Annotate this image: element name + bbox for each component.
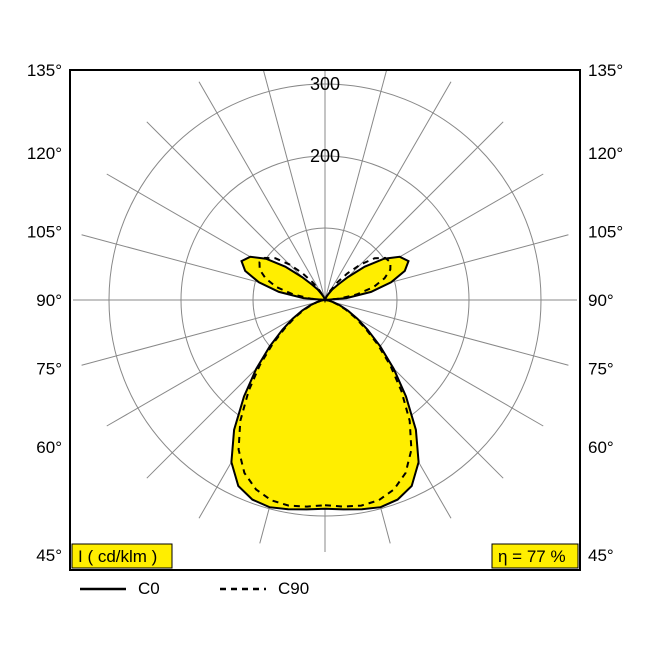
polar-photometric-chart: 135° 120° 105° 90° 75° 60° 45° 135° 120° 105° 90°…: [0, 0, 650, 650]
legend-label: C0: [138, 579, 160, 598]
angle-label: 45°: [588, 546, 614, 565]
angle-label: 135°: [27, 61, 62, 80]
angle-label: 75°: [36, 359, 62, 378]
angle-label: 105°: [588, 223, 623, 242]
svg-text:η = 77 %: η = 77 %: [498, 547, 566, 566]
angle-labels-right: 135° 120° 105° 90° 75° 60° 45°: [588, 61, 623, 565]
radial-label: 200: [310, 146, 340, 166]
angle-label: 90°: [36, 291, 62, 310]
radial-label: 300: [310, 74, 340, 94]
legend-label: C90: [278, 579, 309, 598]
angle-labels-left: 135° 120° 105° 90° 75° 60° 45°: [27, 61, 62, 565]
angle-label: 75°: [588, 359, 614, 378]
angle-label: 105°: [27, 223, 62, 242]
angle-label: 135°: [588, 61, 623, 80]
angle-label: 120°: [588, 144, 623, 163]
svg-text:I ( cd/klm ): I ( cd/klm ): [78, 547, 157, 566]
legend: C0 C90: [80, 579, 309, 598]
unit-box: I ( cd/klm ): [72, 544, 172, 568]
angle-label: 45°: [36, 546, 62, 565]
angle-label: 120°: [27, 144, 62, 163]
angle-label: 60°: [588, 438, 614, 457]
angle-label: 90°: [588, 291, 614, 310]
efficiency-box: η = 77 %: [492, 544, 578, 568]
angle-label: 60°: [36, 438, 62, 457]
